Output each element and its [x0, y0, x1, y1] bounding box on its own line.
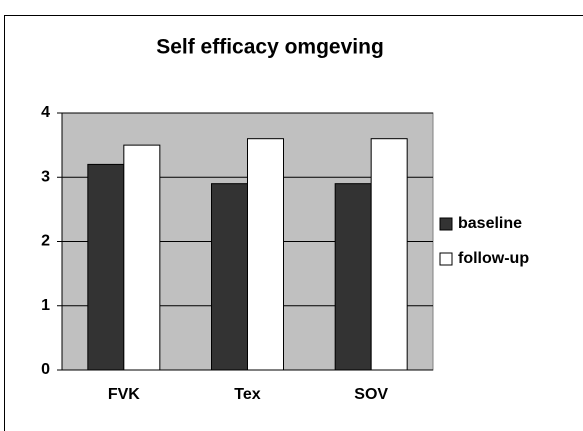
bar: [370, 138, 408, 371]
chart-title: Self efficacy omgeving: [156, 36, 384, 59]
y-tick-label: 4: [41, 104, 50, 121]
y-tick-label: 3: [41, 168, 50, 185]
bar: [247, 138, 284, 371]
y-tick-label: 1: [41, 297, 50, 314]
y-tick-label: 0: [41, 361, 50, 378]
legend-swatch: [439, 217, 453, 231]
legend-label: baseline: [458, 215, 522, 232]
bar: [123, 144, 161, 371]
x-tick-label: FVK: [108, 386, 140, 403]
legend-swatch: [439, 252, 453, 266]
bar: [334, 183, 372, 371]
y-tick-label: 2: [41, 233, 50, 250]
legend-label: follow-up: [458, 250, 529, 267]
bar: [211, 183, 248, 371]
x-tick-label: SOV: [354, 386, 388, 403]
bar: [87, 163, 125, 371]
x-tick-label: Tex: [234, 386, 260, 403]
